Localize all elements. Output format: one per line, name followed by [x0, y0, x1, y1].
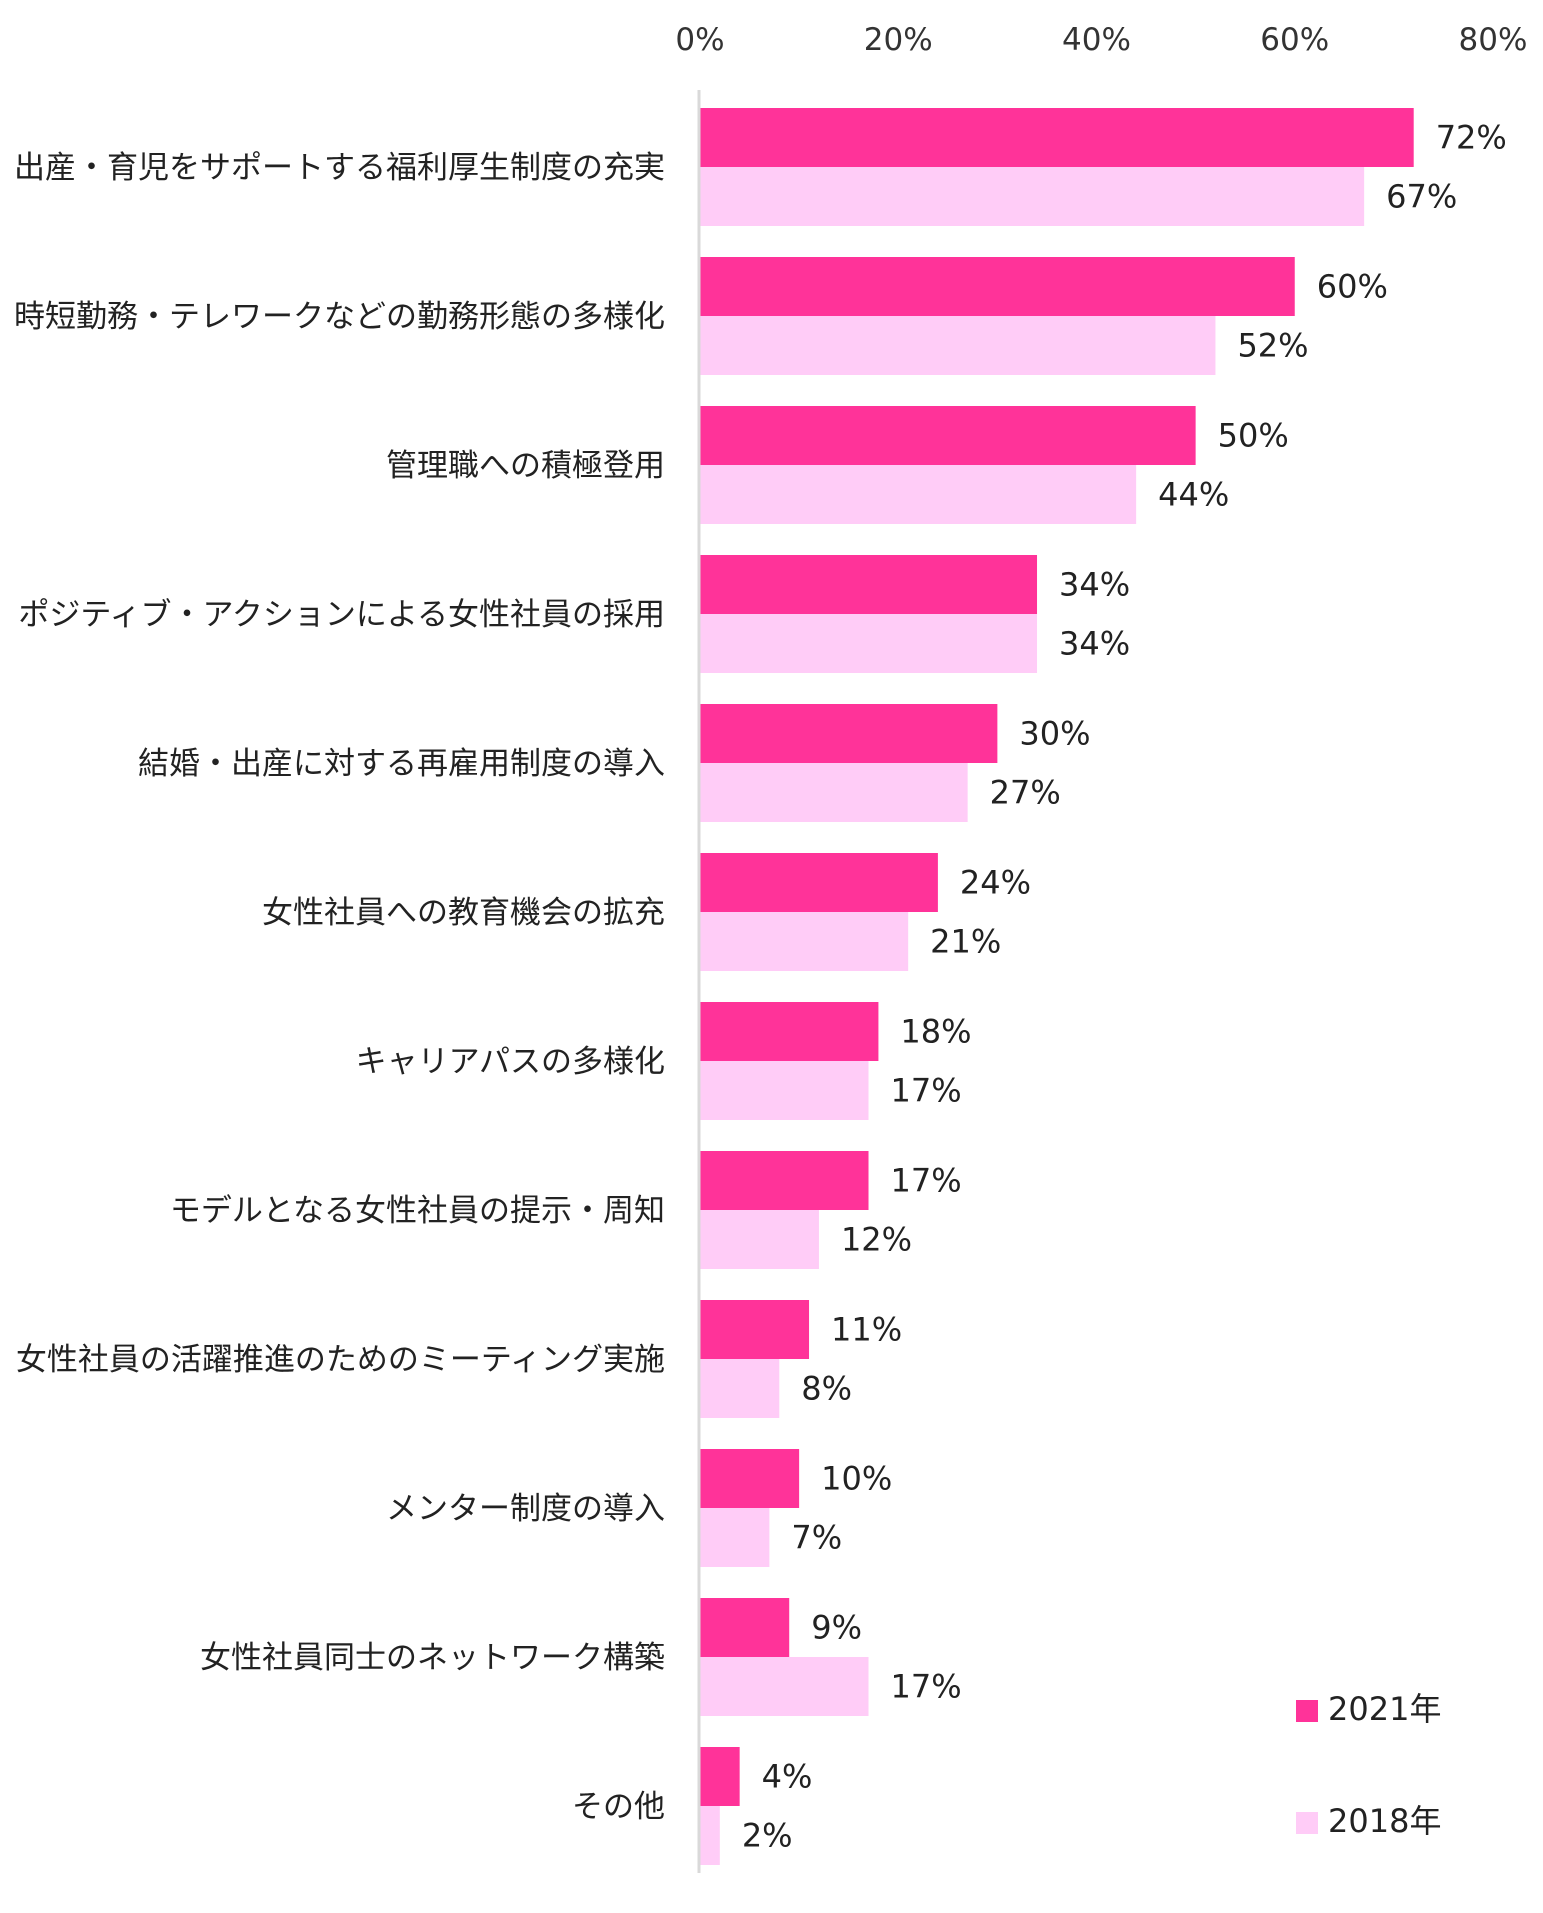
data-label: 34% — [1059, 566, 1130, 604]
bar-2021 — [700, 555, 1038, 614]
category-label: キャリアパスの多様化 — [356, 1044, 665, 1080]
legend-swatch — [1296, 1700, 1318, 1722]
data-label: 10% — [821, 1460, 892, 1498]
data-label: 8% — [801, 1370, 852, 1408]
category-label: 出産・育児をサポートする福利厚生制度の充実 — [14, 150, 665, 186]
bar-2021 — [700, 406, 1196, 465]
bar-2021 — [700, 1300, 810, 1359]
bar-2021 — [700, 1598, 790, 1657]
data-label: 12% — [841, 1221, 912, 1259]
bar-2021 — [700, 1747, 740, 1806]
x-tick-label: 20% — [864, 22, 933, 58]
bar-2018 — [700, 1210, 819, 1269]
category-label: 女性社員への教育機会の拡充 — [262, 895, 665, 931]
data-label: 72% — [1436, 119, 1507, 157]
bar-2021 — [700, 108, 1414, 167]
category-label: 結婚・出産に対する再雇用制度の導入 — [138, 746, 665, 782]
data-label: 17% — [891, 1072, 962, 1110]
bar-2021 — [700, 853, 938, 912]
data-label: 67% — [1386, 178, 1457, 216]
bar-2018 — [700, 1806, 720, 1865]
category-label: メンター制度の導入 — [386, 1491, 665, 1527]
data-label: 11% — [831, 1311, 902, 1349]
bar-2018 — [700, 912, 909, 971]
data-label: 18% — [900, 1013, 971, 1051]
data-label: 52% — [1237, 327, 1308, 365]
bar-2018 — [700, 465, 1137, 524]
category-label: ポジティブ・アクションによる女性社員の採用 — [18, 597, 665, 633]
category-labels: 出産・育児をサポートする福利厚生制度の充実時短勤務・テレワークなどの勤務形態の多… — [14, 150, 665, 1825]
legend-label: 2018年 — [1328, 1802, 1441, 1840]
bar-2021 — [700, 1151, 869, 1210]
legend-label: 2021年 — [1328, 1690, 1441, 1728]
data-label: 9% — [811, 1609, 862, 1647]
category-label: 時短勤務・テレワークなどの勤務形態の多様化 — [14, 299, 665, 335]
data-label: 7% — [791, 1519, 842, 1557]
bar-2018 — [700, 1061, 869, 1120]
data-label: 4% — [762, 1758, 813, 1796]
category-label: 女性社員の活躍推進のためのミーティング実施 — [16, 1342, 665, 1378]
bar-2021 — [700, 1002, 879, 1061]
data-label: 30% — [1019, 715, 1090, 753]
legend-swatch — [1296, 1812, 1318, 1834]
bar-2018 — [700, 763, 968, 822]
category-label: 管理職への積極登用 — [386, 448, 665, 484]
bar-2018 — [700, 167, 1365, 226]
bar-2018 — [700, 1657, 869, 1716]
data-label: 2% — [742, 1817, 793, 1855]
x-axis-ticks: 0% 20% 40% 60% 80% — [675, 22, 1527, 58]
category-label: その他 — [572, 1789, 665, 1825]
bar-2021 — [700, 1449, 800, 1508]
bar-2018 — [700, 316, 1216, 375]
bar-2021 — [700, 704, 998, 763]
data-label: 17% — [891, 1162, 962, 1200]
bar-2021 — [700, 257, 1295, 316]
data-label: 34% — [1059, 625, 1130, 663]
x-tick-label: 0% — [675, 22, 724, 58]
category-label: 女性社員同士のネットワーク構築 — [200, 1640, 665, 1676]
value-labels: 72% 67% 60%52% 50% 44% 34% 34% 30% 27% 24% 21% 18% 1… — [742, 119, 1507, 1855]
bar-2018 — [700, 1359, 780, 1418]
bars — [700, 108, 1414, 1865]
data-label: 44% — [1158, 476, 1229, 514]
x-tick-label: 40% — [1062, 22, 1131, 58]
category-label: モデルとなる女性社員の提示・周知 — [170, 1193, 665, 1229]
data-label: 21% — [930, 923, 1001, 961]
bar-2018 — [700, 614, 1038, 673]
data-label: 27% — [990, 774, 1061, 812]
data-label: 24% — [960, 864, 1031, 902]
x-tick-label: 80% — [1459, 22, 1528, 58]
data-label: 50% — [1218, 417, 1289, 455]
bar-2018 — [700, 1508, 770, 1567]
data-label: 60% — [1317, 268, 1388, 306]
legend: 2021年 2018年 — [1296, 1690, 1441, 1840]
x-tick-label: 60% — [1260, 22, 1329, 58]
data-label: 17% — [891, 1668, 962, 1706]
